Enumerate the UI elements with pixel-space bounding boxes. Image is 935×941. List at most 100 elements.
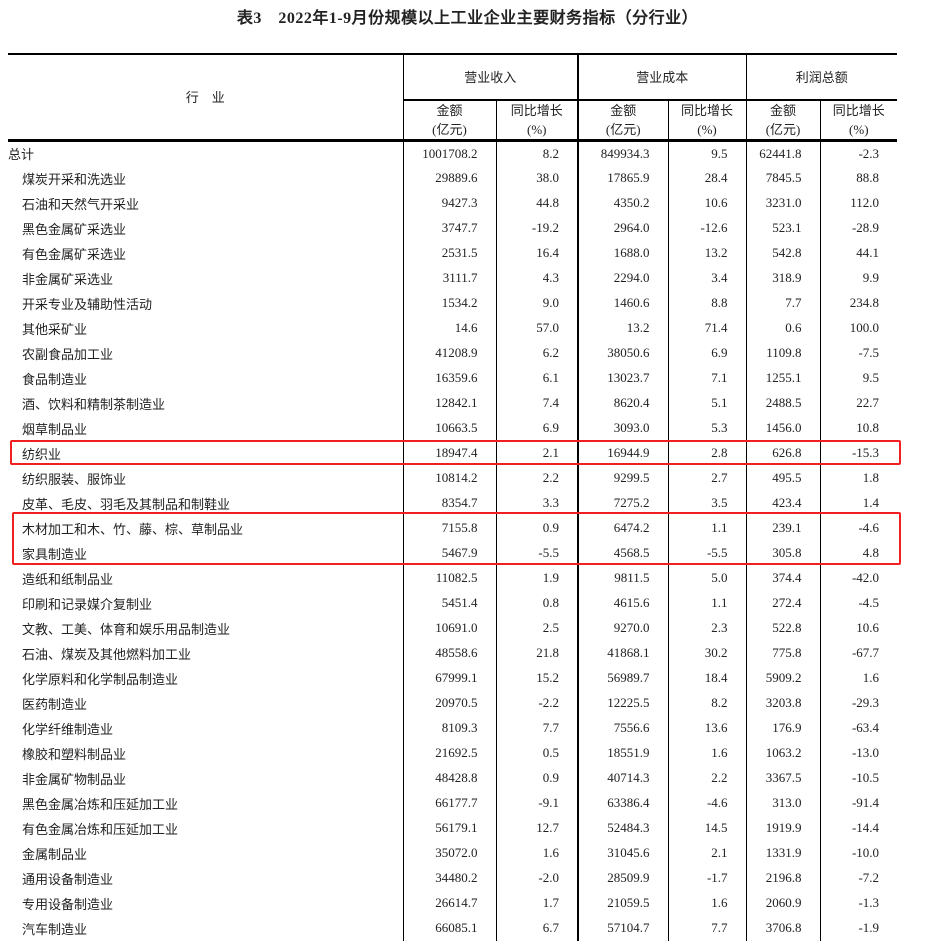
cell-value: 35072.0 [402, 840, 496, 866]
cell-value: 3093.0 [577, 415, 669, 441]
cell-value: 3111.7 [402, 265, 496, 291]
table-row: 非金属矿物制品业 48428.8 0.9 40714.3 2.2 3367.5 -10.5 [8, 765, 898, 791]
industry-name: 开采专业及辅助性活动 [22, 296, 153, 312]
cell-value: 0.9 [495, 765, 579, 791]
cell-value: 13.2 [667, 240, 747, 266]
subheader-unit: (亿元) [765, 122, 801, 137]
cell-value: -67.7 [819, 640, 898, 666]
cell-value: -4.6 [819, 515, 898, 541]
cell-value: 57.0 [495, 315, 579, 341]
cell-value: 522.8 [745, 615, 821, 641]
table-row: 化学纤维制造业 8109.3 7.7 7556.6 13.6 176.9 -63.4 [8, 715, 898, 741]
subheader-unit: (%) [849, 122, 869, 137]
cell-value: 13.6 [667, 715, 747, 741]
industry-name: 非金属矿采选业 [22, 271, 114, 287]
cell-value: 2488.5 [745, 390, 821, 416]
cell-value: 30.2 [667, 640, 747, 666]
cell-value: 1063.2 [745, 740, 821, 766]
cell-value: 2.5 [495, 615, 579, 641]
table-row: 家具制造业 5467.9 -5.5 4568.5 -5.5 305.8 4.8 [8, 540, 898, 566]
cell-value: 8.2 [495, 140, 579, 166]
industry-name: 纺织服装、服饰业 [22, 471, 127, 487]
table-row: 石油和天然气开采业 9427.3 44.8 4350.2 10.6 3231.0 112.0 [8, 190, 898, 216]
table-row: 黑色金属冶炼和压延加工业 66177.7 -9.1 63386.4 -4.6 313.0-… [8, 790, 898, 816]
cell-value: 8.2 [667, 690, 747, 716]
cell-value: -15.3 [819, 440, 898, 466]
cell-value: 4568.5 [577, 540, 669, 566]
cell-value: 6.7 [495, 915, 579, 941]
cell-value: 5.3 [667, 415, 747, 441]
cell-value: 12225.5 [577, 690, 669, 716]
cell-value: 7556.6 [577, 715, 669, 741]
cell-value: 112.0 [819, 190, 898, 216]
cell-value: 4350.2 [577, 190, 669, 216]
cell-value: 9427.3 [402, 190, 496, 216]
cell-value: 0.8 [495, 590, 579, 616]
cell-value: 7845.5 [745, 165, 821, 191]
cell-value: 66085.1 [402, 915, 496, 941]
cell-value: -42.0 [819, 565, 898, 591]
cell-value: 44.1 [819, 240, 898, 266]
subheader-unit: (亿元) [432, 122, 467, 137]
cell-value: 2196.8 [745, 865, 821, 891]
table-row: 通用设备制造业 34480.2 -2.0 28509.9 -1.7 2196.8 -7.2 [8, 865, 898, 891]
industry-name: 有色金属矿采选业 [22, 246, 127, 262]
cell-value: -14.4 [819, 815, 898, 841]
cell-value: 7275.2 [577, 490, 669, 516]
table-row: 造纸和纸制品业 11082.5 1.9 9811.5 5.0 374.4 -42.0 [8, 565, 898, 591]
table-row: 金属制品业 35072.0 1.6 31045.6 2.1 1331.9 -10.0 [8, 840, 898, 866]
industry-name: 金属制品业 [22, 846, 88, 862]
industry-name: 木材加工和木、竹、藤、棕、草制品业 [22, 521, 244, 537]
cell-value: -1.7 [667, 865, 747, 891]
cell-value: 6.1 [495, 365, 579, 391]
table-row: 农副食品加工业 41208.9 6.2 38050.6 6.9 1109.8 -7.5 [8, 340, 898, 366]
cell-value: 8620.4 [577, 390, 669, 416]
cell-value: 775.8 [745, 640, 821, 666]
cell-value: 0.5 [495, 740, 579, 766]
cell-value: 318.9 [745, 265, 821, 291]
cell-value: 13.2 [577, 315, 669, 341]
cost-growth-header: 同比增长 (%) [667, 99, 747, 141]
cell-value: 38.0 [495, 165, 579, 191]
cell-value: -2.3 [819, 140, 898, 166]
cell-value: 12842.1 [402, 390, 496, 416]
cell-value: 3367.5 [745, 765, 821, 791]
cell-value: 26614.7 [402, 890, 496, 916]
table-row: 木材加工和木、竹、藤、棕、草制品业 7155.8 0.9 6474.2 1.1 239.1… [8, 515, 898, 541]
cell-value: 3231.0 [745, 190, 821, 216]
industry-name: 专用设备制造业 [22, 896, 114, 912]
cell-value: 48558.6 [402, 640, 496, 666]
cell-value: -9.1 [495, 790, 579, 816]
cell-value: 3706.8 [745, 915, 821, 941]
cell-value: 1001708.2 [402, 140, 496, 166]
financial-indicators-table: 行 业 营业收入 营业成本 利润总额 金额 (亿元) 同比增长 (%) 金额 (亿元) 同比… [8, 53, 898, 941]
cell-value: 9.5 [819, 365, 898, 391]
table-row: 文教、工美、体育和娱乐用品制造业 10691.0 2.5 9270.0 2.3 522.8… [8, 615, 898, 641]
cell-value: -1.3 [819, 890, 898, 916]
cell-value: 6.2 [495, 340, 579, 366]
cell-value: 2964.0 [577, 215, 669, 241]
industry-name: 纺织业 [22, 446, 62, 462]
cell-value: -28.9 [819, 215, 898, 241]
cell-value: 1919.9 [745, 815, 821, 841]
cell-value: 2.8 [667, 440, 747, 466]
cell-value: 2.3 [667, 615, 747, 641]
cell-value: 9.9 [819, 265, 898, 291]
industry-name: 汽车制造业 [22, 921, 88, 937]
cell-value: 1688.0 [577, 240, 669, 266]
industry-name: 煤炭开采和洗选业 [22, 171, 127, 187]
cell-value: 31045.6 [577, 840, 669, 866]
cell-value: 495.5 [745, 465, 821, 491]
cell-value: 9.0 [495, 290, 579, 316]
cell-value: 2294.0 [577, 265, 669, 291]
table-row: 纺织服装、服饰业 10814.2 2.2 9299.5 2.7 495.5 1.8 [8, 465, 898, 491]
cell-value: 3.5 [667, 490, 747, 516]
industry-name: 化学原料和化学制品制造业 [22, 671, 179, 687]
cell-value: 1456.0 [745, 415, 821, 441]
table-row: 化学原料和化学制品制造业 67999.1 15.2 56989.7 18.4 5909.2… [8, 665, 898, 691]
cell-value: -7.2 [819, 865, 898, 891]
industry-name: 石油、煤炭及其他燃料加工业 [22, 646, 192, 662]
subheader-label: 同比增长 [832, 103, 885, 118]
table-row: 专用设备制造业 26614.7 1.7 21059.5 1.6 2060.9 -1.3 [8, 890, 898, 916]
cell-value: 1534.2 [402, 290, 496, 316]
